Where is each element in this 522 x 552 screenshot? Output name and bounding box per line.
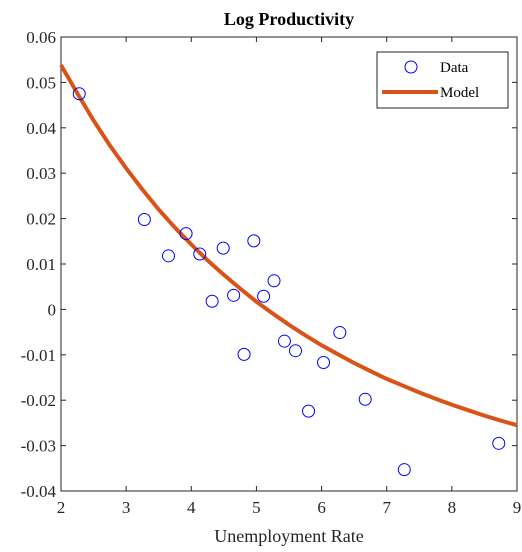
y-tick-label: -0.04 (21, 482, 57, 501)
data-point (247, 234, 261, 248)
model-line (59, 64, 518, 428)
x-tick-label: 4 (187, 498, 196, 517)
data-point (161, 249, 175, 263)
chart-title: Log Productivity (224, 9, 354, 29)
legend: Data Model (376, 51, 509, 109)
y-tick-label: -0.03 (21, 437, 56, 456)
data-point (317, 356, 331, 370)
y-tick-label: 0 (48, 300, 57, 319)
y-tick-label: 0.02 (26, 210, 56, 229)
x-tick-label: 7 (382, 498, 391, 517)
x-tick-label: 8 (448, 498, 457, 517)
data-point (492, 436, 506, 450)
data-point (397, 463, 411, 477)
y-tick-label: 0.06 (26, 28, 56, 47)
legend-marker-data (404, 60, 418, 74)
x-tick-label: 3 (122, 498, 131, 517)
data-point (216, 241, 230, 255)
data-point (227, 288, 241, 302)
y-tick-label: -0.01 (21, 346, 56, 365)
y-axis: -0.04 -0.03 -0.02 -0.01 0 0.01 0.02 0.03 0.04 0.0… (21, 28, 517, 501)
axes-box (60, 36, 518, 492)
y-tick-label: 0.05 (26, 73, 56, 92)
data-point (277, 334, 291, 348)
model-series (59, 64, 518, 428)
y-tick-label: -0.02 (21, 391, 56, 410)
x-tick-label: 6 (317, 498, 326, 517)
x-axis: 2 3 4 5 6 7 8 9 (57, 37, 522, 517)
y-tick-label: 0.01 (26, 255, 56, 274)
data-point (333, 326, 347, 340)
data-point (193, 247, 207, 261)
data-point (257, 289, 271, 303)
legend-box (376, 51, 509, 109)
x-tick-label: 2 (57, 498, 66, 517)
x-axis-label: Unemployment Rate (214, 526, 363, 546)
data-point (237, 347, 251, 361)
y-tick-label: 0.04 (26, 119, 56, 138)
legend-label-data: Data (440, 60, 469, 76)
legend-label-model: Model (440, 85, 479, 101)
data-point (179, 227, 193, 241)
y-tick-label: 0.03 (26, 164, 56, 183)
plot-area: 2 3 4 5 6 7 8 9 -0.04 -0.03 -0.02 -0.01 0 0.01 0.02 0.… (21, 28, 522, 517)
data-series (72, 87, 506, 477)
data-point (205, 294, 219, 308)
x-tick-label: 5 (252, 498, 261, 517)
data-point (137, 213, 151, 227)
data-point (358, 392, 372, 406)
data-point (302, 404, 316, 418)
data-point (72, 87, 86, 101)
data-point (289, 344, 303, 358)
data-point (267, 274, 281, 288)
x-tick-label: 9 (513, 498, 522, 517)
